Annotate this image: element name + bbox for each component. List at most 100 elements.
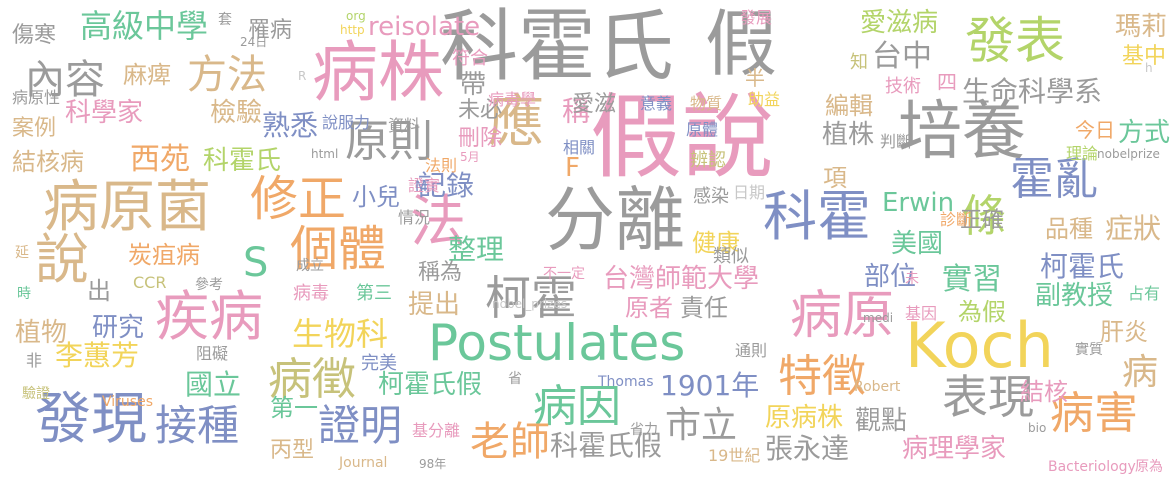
cloud-word: 19世紀 (708, 446, 761, 465)
cloud-word: 法則 (425, 156, 458, 175)
cloud-word: 發現 (35, 387, 147, 452)
cloud-word: 檢驗 (210, 98, 263, 128)
cloud-word: 接種 (155, 401, 240, 450)
cloud-word: Viruses (102, 394, 153, 410)
cloud-word: 假 (705, 2, 778, 86)
cloud-word: 未 (905, 271, 919, 287)
cloud-word: Erwin (882, 188, 955, 218)
cloud-word: reisolate (368, 12, 481, 42)
cloud-word: 特徵 (778, 351, 866, 402)
cloud-word: 項 (823, 164, 847, 192)
cloud-word: 科霍氏 (440, 2, 675, 92)
cloud-word: 98年 (419, 457, 447, 471)
cloud-word: 省 (508, 371, 522, 387)
cloud-word: 整理 (448, 233, 505, 266)
cloud-word: 科霍 (763, 185, 871, 248)
cloud-word: 西苑 (130, 142, 190, 177)
cloud-word: 植株 (822, 120, 875, 150)
cloud-word: 說 (35, 228, 89, 291)
cloud-word: 科霍氏假 (550, 429, 663, 462)
cloud-word: 辨認 (690, 150, 726, 171)
cloud-word: 副教授 (1035, 281, 1114, 311)
cloud-word: 實習 (942, 262, 1002, 297)
cloud-word: 肝炎 (1100, 318, 1148, 346)
cloud-word: 生物科 (292, 315, 389, 353)
cloud-word: 麻痺 (123, 61, 171, 89)
cloud-word: 證明 (318, 401, 403, 450)
cloud-word: 傷寒 (12, 23, 57, 48)
cloud-word: 帶 (460, 70, 487, 100)
cloud-word: 感染 (693, 186, 729, 207)
cloud-word: 高級中學 (80, 7, 209, 45)
cloud-word: 驗證 (22, 386, 50, 402)
cloud-word: 病原性 (12, 88, 61, 107)
cloud-word: Koch (905, 309, 1054, 382)
cloud-word: 植物 (15, 318, 68, 348)
cloud-word: 意義 (640, 94, 673, 113)
cloud-word: 1901年 (660, 369, 760, 402)
cloud-word: 霍亂 (1010, 154, 1098, 205)
cloud-word: 非 (26, 351, 43, 370)
cloud-word: 丙型 (270, 438, 315, 463)
cloud-word: bio (1028, 421, 1047, 435)
cloud-word: 半 (745, 66, 765, 90)
cloud-word: 原病株 (765, 403, 844, 433)
cloud-word: 原則 (345, 116, 433, 167)
cloud-word: 今日 (1075, 118, 1115, 142)
cloud-word: 完美 (361, 353, 397, 374)
cloud-word: 通則 (735, 341, 768, 360)
cloud-word: 診斷 (940, 210, 973, 229)
cloud-word: 品種 (1045, 215, 1093, 243)
cloud-word: 編輯 (825, 92, 873, 120)
cloud-word: 小兒 (352, 183, 400, 211)
cloud-word: 刪除 (458, 126, 503, 151)
cloud-word: 罹病 (248, 18, 293, 43)
cloud-word: 個體 (290, 221, 387, 277)
cloud-word: 科學家 (65, 98, 144, 128)
cloud-word: 病 (1122, 352, 1159, 393)
cloud-word: 類似 (713, 246, 749, 267)
cloud-word: Thomas (598, 374, 654, 390)
cloud-word: 符合 (452, 48, 488, 69)
cloud-word: 生命科學系 (962, 75, 1103, 108)
cloud-word: 病毒 (293, 283, 329, 304)
cloud-word: 基中 (1122, 44, 1167, 69)
cloud-word: 資料 (388, 116, 421, 135)
cloud-word: 健康 (692, 229, 740, 257)
cloud-word: 台灣師範大學 (603, 264, 760, 294)
cloud-word: 熟悉 (262, 109, 319, 142)
cloud-word: Journal (339, 455, 388, 471)
cloud-word: 應 (488, 90, 544, 155)
cloud-word: Bacteriology (1048, 459, 1136, 475)
cloud-word: 說服力 (322, 113, 371, 132)
cloud-word: 套 (218, 12, 232, 28)
cloud-word: 24日 (240, 35, 268, 49)
cloud-word: 阻礙 (196, 344, 229, 363)
cloud-word: 病原菌 (43, 175, 211, 240)
cloud-word: h (1145, 61, 1153, 75)
cloud-word: 柯霍氏 (1040, 250, 1125, 283)
cloud-word: 未必 (458, 98, 503, 123)
cloud-word: 李蕙芳 (55, 339, 140, 372)
cloud-word: 第一 (270, 394, 318, 422)
cloud-word: 台中 (872, 39, 932, 74)
cloud-word: 結核病 (12, 148, 84, 176)
cloud-word: 案例 (12, 116, 57, 141)
cloud-word: 愛滋病 (860, 8, 939, 38)
cloud-word: 原體 (686, 120, 719, 139)
cloud-word: org (346, 9, 366, 23)
cloud-word: 責任 (680, 294, 728, 322)
cloud-word: R (298, 69, 307, 83)
cloud-word: 稱 (558, 96, 591, 124)
cloud-word: 條 (962, 191, 1006, 242)
cloud-word: 結核 (1020, 378, 1068, 406)
cloud-word: 原為 (1135, 459, 1163, 475)
cloud-word: 發表 (965, 12, 1065, 70)
cloud-word: 假說 (590, 84, 775, 191)
cloud-word: 助益 (748, 90, 781, 109)
cloud-word: 病因 (533, 381, 621, 432)
cloud-word: 培養 (898, 95, 1026, 169)
cloud-word: 證實 (408, 176, 441, 195)
cloud-word: 觀點 (855, 406, 908, 436)
